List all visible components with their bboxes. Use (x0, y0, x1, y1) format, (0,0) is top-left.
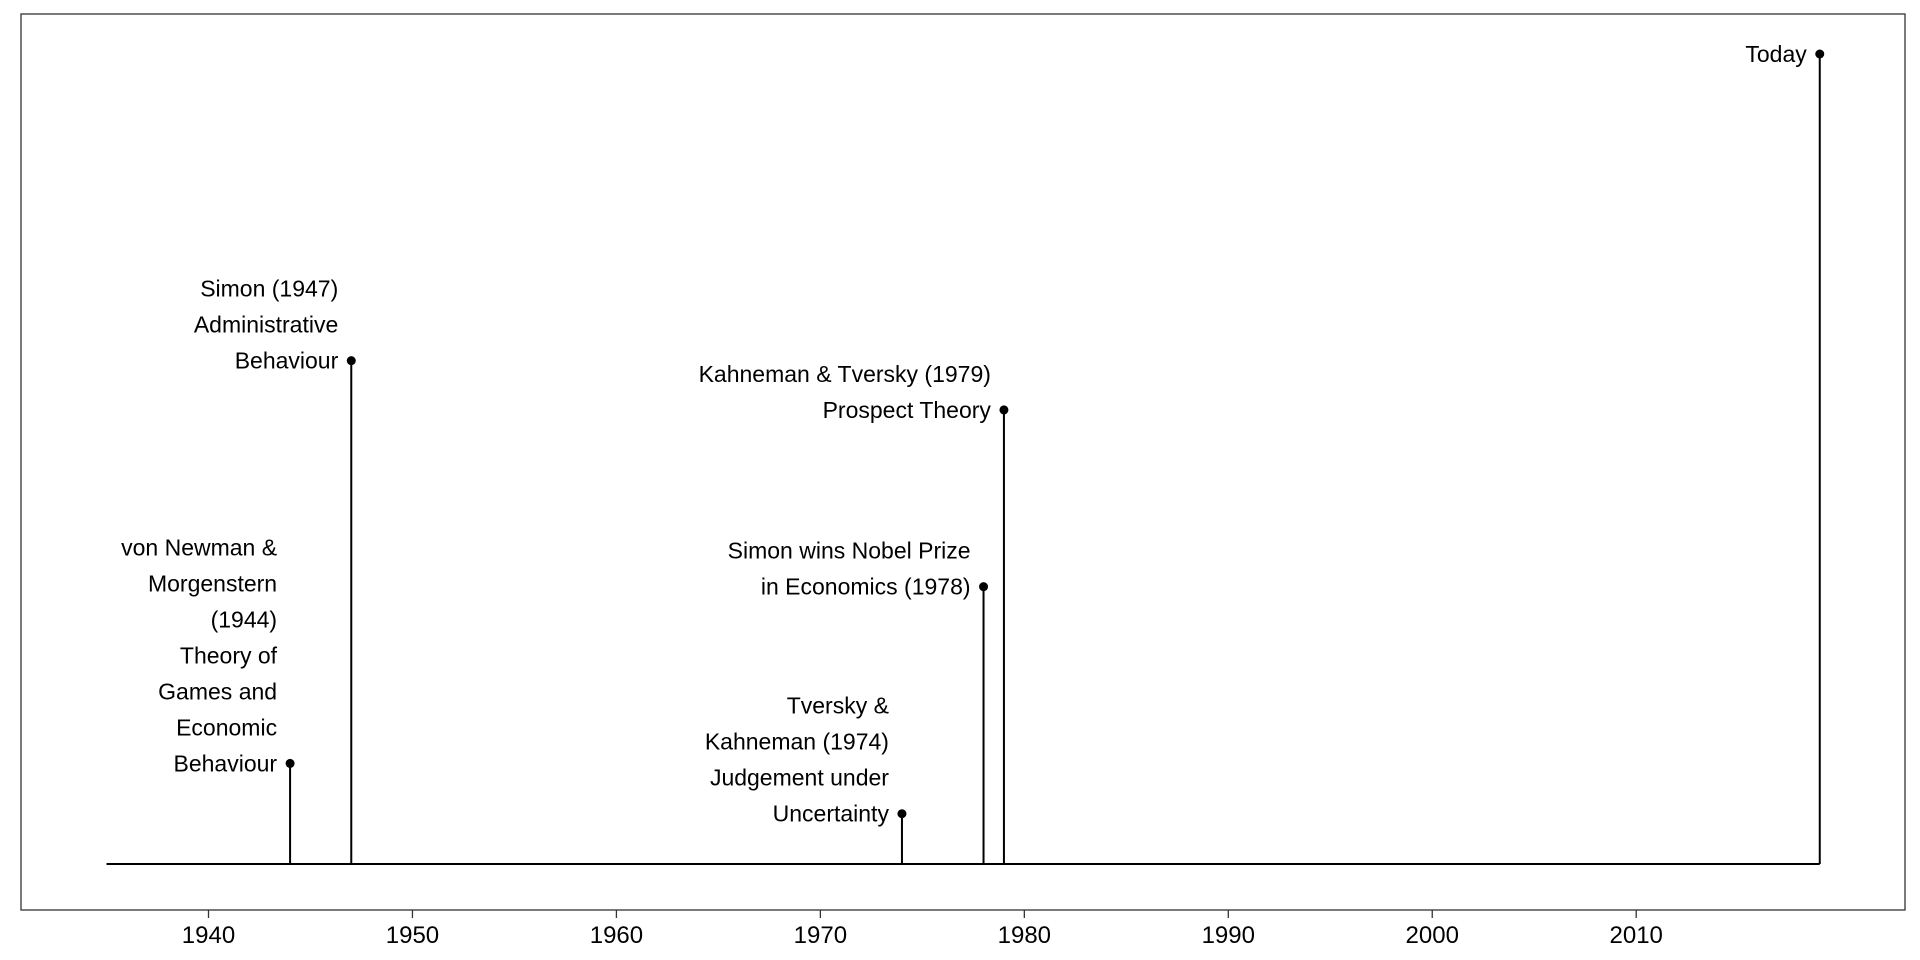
event-label-line: Kahneman & Tversky (1979) (699, 361, 991, 387)
x-tick-label: 1970 (794, 922, 847, 949)
event-label-line: Simon (1947) (200, 276, 338, 302)
x-tick-label: 1990 (1202, 922, 1255, 949)
event-label-line: Simon wins Nobel Prize (728, 538, 971, 564)
event-label-line: Games and (158, 678, 277, 704)
event-label-line: Prospect Theory (823, 397, 992, 423)
event-label-line: Economic (176, 714, 277, 740)
x-axis: 1940 1950 1960 1970 1980 1990 2000 2010 (182, 910, 1663, 949)
x-tick-label: 1940 (182, 922, 235, 949)
x-tick-label: 1950 (386, 922, 439, 949)
event-label-line: Theory of (180, 642, 278, 668)
event-point-1979 (999, 405, 1009, 415)
x-tick-label: 2010 (1610, 922, 1663, 949)
event-label-line: von Newman & (121, 534, 277, 560)
event-label-line: Kahneman (1974) (705, 729, 889, 755)
event-point-1974 (897, 809, 907, 819)
plot-border (20, 13, 1906, 911)
event-label-line: (1944) (211, 606, 277, 632)
x-tick-label: 1960 (590, 922, 643, 949)
event-point-1944 (285, 758, 295, 768)
x-tick-label: 1980 (998, 922, 1051, 949)
event-label-line: Tversky & (787, 693, 889, 719)
event-point-1947 (346, 356, 356, 366)
event-label-line: Morgenstern (148, 570, 277, 596)
event-points (285, 49, 1825, 819)
event-label-line: Today (1745, 41, 1807, 67)
event-point-2019 (1815, 49, 1825, 59)
event-label-line: Uncertainty (773, 801, 890, 827)
event-label-line: Behaviour (235, 348, 339, 374)
x-tick-label: 2000 (1406, 922, 1459, 949)
event-label-line: Judgement under (710, 765, 889, 791)
event-point-1978 (979, 582, 989, 592)
event-labels: von Newman & Morgenstern (1944) Theory of Ga… (121, 41, 1807, 827)
event-label-line: Administrative (194, 312, 338, 338)
event-label-line: in Economics (1978) (761, 574, 971, 600)
event-label-line: Behaviour (174, 750, 278, 776)
event-stems (289, 54, 1821, 864)
